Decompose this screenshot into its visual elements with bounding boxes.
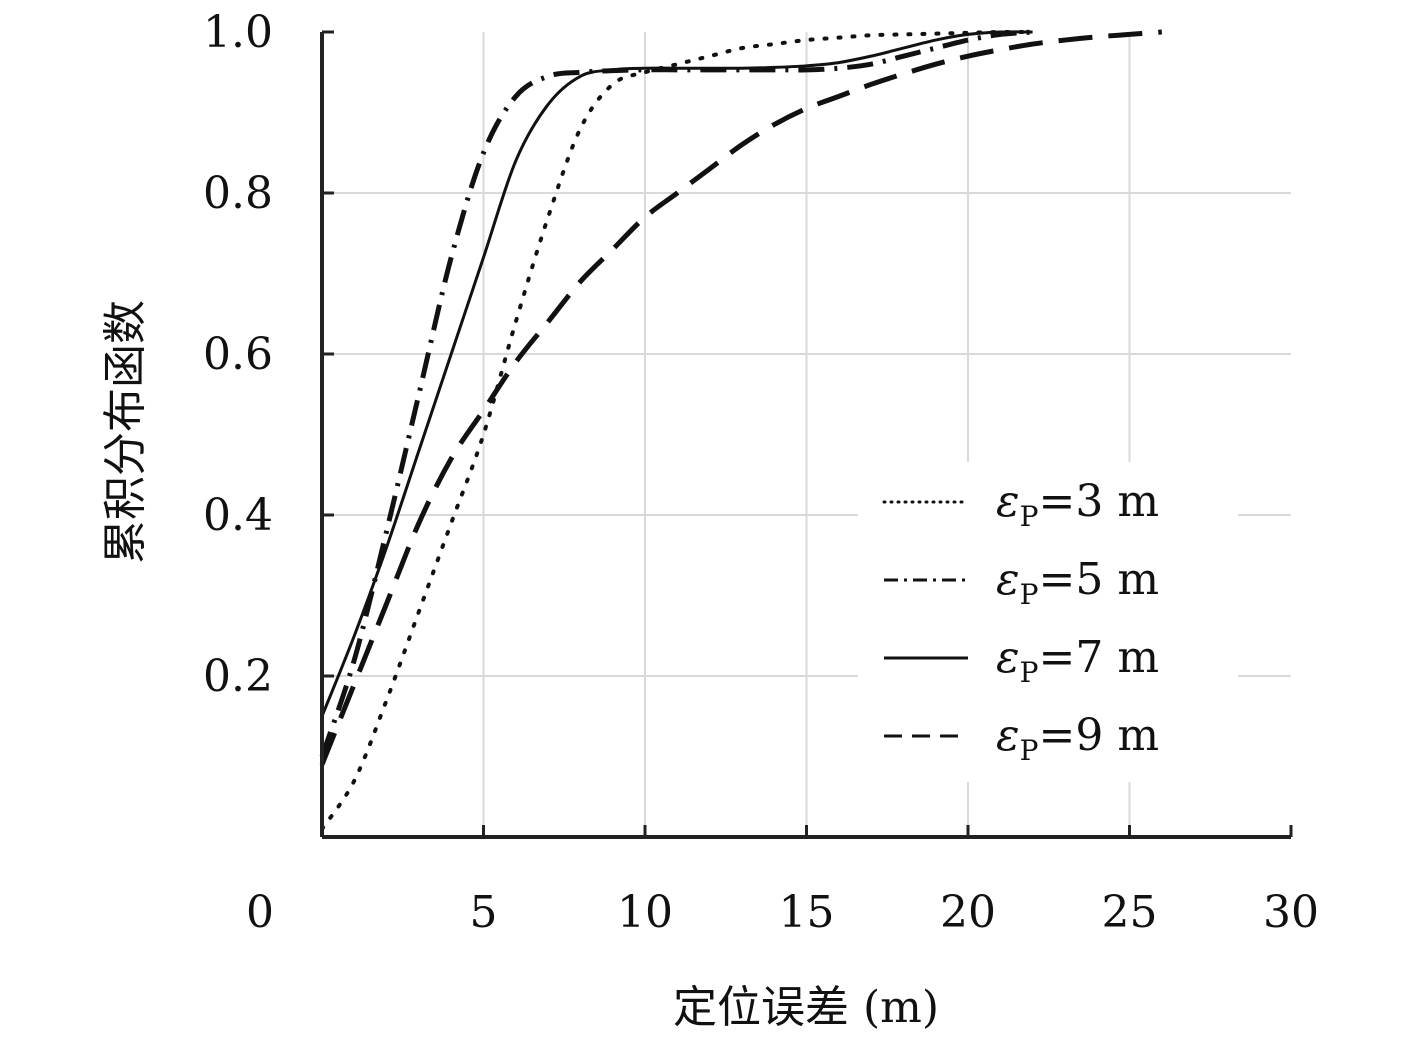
y-tick-label: 0.8 bbox=[203, 168, 273, 219]
y-tick-label: 1.0 bbox=[203, 7, 273, 58]
x-tick-label: 20 bbox=[940, 887, 996, 938]
legend-label-2: εP=5 m bbox=[996, 554, 1159, 611]
x-tick-label: 25 bbox=[1102, 887, 1158, 938]
y-axis-label: 累积分布函数 bbox=[100, 300, 151, 564]
y-tick-label: 0.4 bbox=[203, 490, 273, 541]
y-tick-label: 0.2 bbox=[203, 651, 273, 702]
x-tick-label: 30 bbox=[1263, 887, 1319, 938]
y-tick-label: 0.6 bbox=[203, 329, 273, 380]
legend: εP=3 m εP=5 m εP=7 m εP=9 m bbox=[882, 476, 1159, 767]
series-layer bbox=[319, 29, 1162, 831]
series-line-3 bbox=[320, 30, 1033, 717]
tick-layer: 0 5 10 15 20 25 30 0.2 0.4 0.6 0.8 1.0 bbox=[203, 7, 1319, 938]
series-line-4 bbox=[319, 29, 1162, 766]
x-axis-label: 定位误差 (m) bbox=[673, 982, 939, 1033]
series-line-2 bbox=[319, 29, 1033, 758]
series-line-1 bbox=[320, 29, 1035, 831]
x-tick-label: 15 bbox=[779, 887, 835, 938]
grid-lines bbox=[322, 32, 1291, 837]
x-tick-label: 10 bbox=[617, 887, 673, 938]
legend-label-3: εP=7 m bbox=[996, 632, 1159, 689]
legend-label-1: εP=3 m bbox=[996, 476, 1159, 533]
x-tick-label: 5 bbox=[470, 887, 498, 938]
legend-label-4: εP=9 m bbox=[996, 710, 1159, 767]
x-tick-label: 0 bbox=[246, 887, 274, 938]
legend-background bbox=[858, 462, 1238, 782]
